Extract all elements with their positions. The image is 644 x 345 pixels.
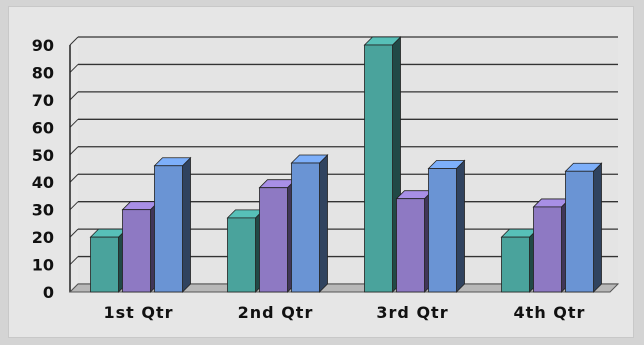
bar-4th-qtr-series-3 [564,162,603,293]
y-tick-label: 30 [32,201,54,220]
x-tick-label: 1st Qtr [103,303,173,322]
y-tick-label: 70 [32,91,54,110]
y-tick-label: 60 [32,118,54,137]
bar-3rd-qtr-series-1 [363,36,402,293]
y-tick-label: 20 [32,228,54,247]
bar-4th-qtr-series-1 [500,228,539,293]
y-tick-label: 0 [43,283,54,302]
bar-3rd-qtr-series-3 [427,159,466,293]
gridline-depth [69,256,79,265]
bar-2nd-qtr-series-1 [226,208,265,293]
x-tick-label: 2nd Qtr [238,303,314,322]
gridline-depth [69,173,79,183]
y-axis-ticks: 0 10 20 30 40 50 60 70 80 90 [32,36,54,302]
x-tick-label: 3rd Qtr [376,303,448,322]
bar-2nd-qtr-series-2 [258,178,297,293]
bar-4th-qtr-series-2 [532,197,571,293]
x-tick-label: 4th Qtr [514,303,586,322]
bar-layer [89,36,603,293]
bar-1st-qtr-series-1 [89,228,128,293]
gridline-depth [69,36,79,46]
bar-3rd-qtr-series-2 [395,189,434,293]
bar-1st-qtr-series-3 [153,156,192,293]
gridline-depth [69,91,79,101]
y-tick-label: 80 [32,63,54,82]
bar-1st-qtr-series-2 [121,200,160,293]
gridline-depth [69,201,79,211]
gridline-depth [69,146,79,156]
gridline-depth [69,228,79,238]
x-axis-ticks: 1st Qtr 2nd Qtr 3rd Qtr 4th Qtr [103,303,586,322]
y-tick-label: 10 [32,256,54,275]
y-tick-label: 50 [32,146,54,165]
bar-2nd-qtr-series-3 [290,154,329,293]
gridline-depth [69,118,79,128]
y-tick-label: 40 [32,173,54,192]
gridline-depth [69,64,79,73]
y-tick-label: 90 [32,36,54,55]
